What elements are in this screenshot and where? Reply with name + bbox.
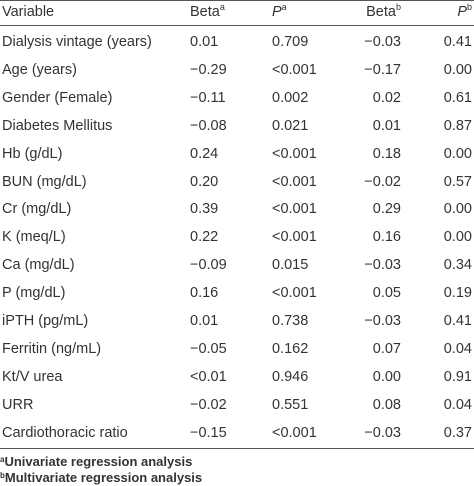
value-cell: −0.29 [190,61,227,78]
footnote-text: Multivariate regression analysis [4,470,203,485]
row-label: BUN (mg/dL) [2,173,87,190]
value-cell: −0.03 [364,257,401,274]
header-text: Beta [366,4,396,20]
value-cell: 0.00 [443,229,472,246]
value-cell: <0.001 [272,285,317,302]
value-cell: 0.16 [190,285,219,302]
value-cell: 0.05 [372,285,401,302]
value-cell: <0.001 [272,201,317,218]
value-cell: 0.41 [443,34,472,50]
row-label: Ferritin (ng/mL) [2,340,102,357]
header-cell: Variable [2,3,54,21]
value-cell: −0.08 [190,117,227,134]
header-superscript: b [395,2,401,12]
value-cell: 0.021 [272,117,309,134]
value-cell: 0.04 [443,340,472,357]
row-label: URR [2,396,34,413]
value-cell: 0.00 [443,145,472,162]
header-cell: Pb [457,3,472,21]
value-cell: 0.39 [190,201,219,218]
header-superscript: a [219,2,225,12]
value-cell: 0.19 [443,285,472,302]
value-cell: 0.015 [272,257,309,274]
value-cell: 0.02 [372,89,401,106]
value-cell: <0.001 [272,173,317,190]
row-label: P (mg/dL) [2,285,66,302]
value-cell: 0.37 [443,424,472,441]
value-cell: <0.001 [272,424,317,441]
value-cell: 0.00 [443,61,472,78]
top-rule [0,0,474,1]
value-cell: 0.87 [443,117,472,134]
row-label: K (meq/L) [2,229,66,246]
value-cell: 0.04 [443,396,472,413]
value-cell: −0.03 [364,424,401,441]
value-cell: −0.11 [190,89,226,106]
value-cell: 0.738 [272,313,309,329]
value-cell: −0.03 [364,34,401,50]
value-cell: 0.00 [372,368,401,385]
value-cell: 0.01 [372,117,401,134]
footnote: aUnivariate regression analysis [0,454,192,470]
value-cell: <0.01 [190,368,227,385]
header-text: P [457,4,467,20]
value-cell: 0.162 [272,340,309,357]
header-rule [0,25,474,26]
value-cell: 0.01 [190,34,219,50]
value-cell: −0.05 [190,340,227,357]
value-cell: 0.002 [272,89,309,106]
value-cell: −0.02 [364,173,401,190]
value-cell: <0.001 [272,145,317,162]
header-cell: Betab [366,3,401,21]
row-label: Age (years) [2,61,77,78]
value-cell: −0.09 [190,257,227,274]
value-cell: −0.02 [190,396,227,413]
value-cell: 0.61 [443,89,472,106]
row-label: Diabetes Mellitus [2,117,113,134]
header-text: Variable [2,4,55,20]
row-label: Cr (mg/dL) [2,201,72,218]
value-cell: 0.07 [372,340,401,357]
value-cell: <0.001 [272,229,317,246]
bottom-rule [0,448,474,449]
value-cell: 0.00 [443,201,472,218]
value-cell: −0.17 [364,61,401,78]
footnote-marker: a [0,455,5,464]
header-text: P [272,4,282,20]
value-cell: <0.001 [272,61,317,78]
header-superscript: b [466,2,472,12]
row-label: Dialysis vintage (years) [2,34,152,50]
header-cell: Pa [272,3,287,21]
value-cell: 0.22 [190,229,219,246]
header-text: Beta [190,4,220,20]
value-cell: 0.16 [372,229,401,246]
value-cell: 0.29 [372,201,401,218]
value-cell: −0.15 [190,424,227,441]
value-cell: −0.03 [364,313,401,329]
row-label: Kt/V urea [2,368,63,385]
value-cell: 0.57 [443,173,472,190]
value-cell: 0.41 [443,313,472,329]
footnote-marker: b [0,471,5,480]
value-cell: 0.18 [372,145,401,162]
header-superscript: a [281,2,287,12]
value-cell: 0.08 [372,396,401,413]
value-cell: 0.709 [272,34,309,50]
value-cell: 0.20 [190,173,219,190]
value-cell: 0.24 [190,145,219,162]
value-cell: 0.946 [272,368,309,385]
row-label: Cardiothoracic ratio [2,424,128,441]
footnote: bMultivariate regression analysis [0,470,202,486]
value-cell: 0.34 [443,257,472,274]
row-label: Hb (g/dL) [2,145,63,162]
footnote-text: Univariate regression analysis [4,454,193,469]
header-cell: Betaa [190,3,225,21]
row-label: Ca (mg/dL) [2,257,75,274]
value-cell: 0.551 [272,396,309,413]
value-cell: 0.91 [443,368,472,385]
row-label: iPTH (pg/mL) [2,313,89,329]
row-label: Gender (Female) [2,89,113,106]
value-cell: 0.01 [190,313,219,329]
